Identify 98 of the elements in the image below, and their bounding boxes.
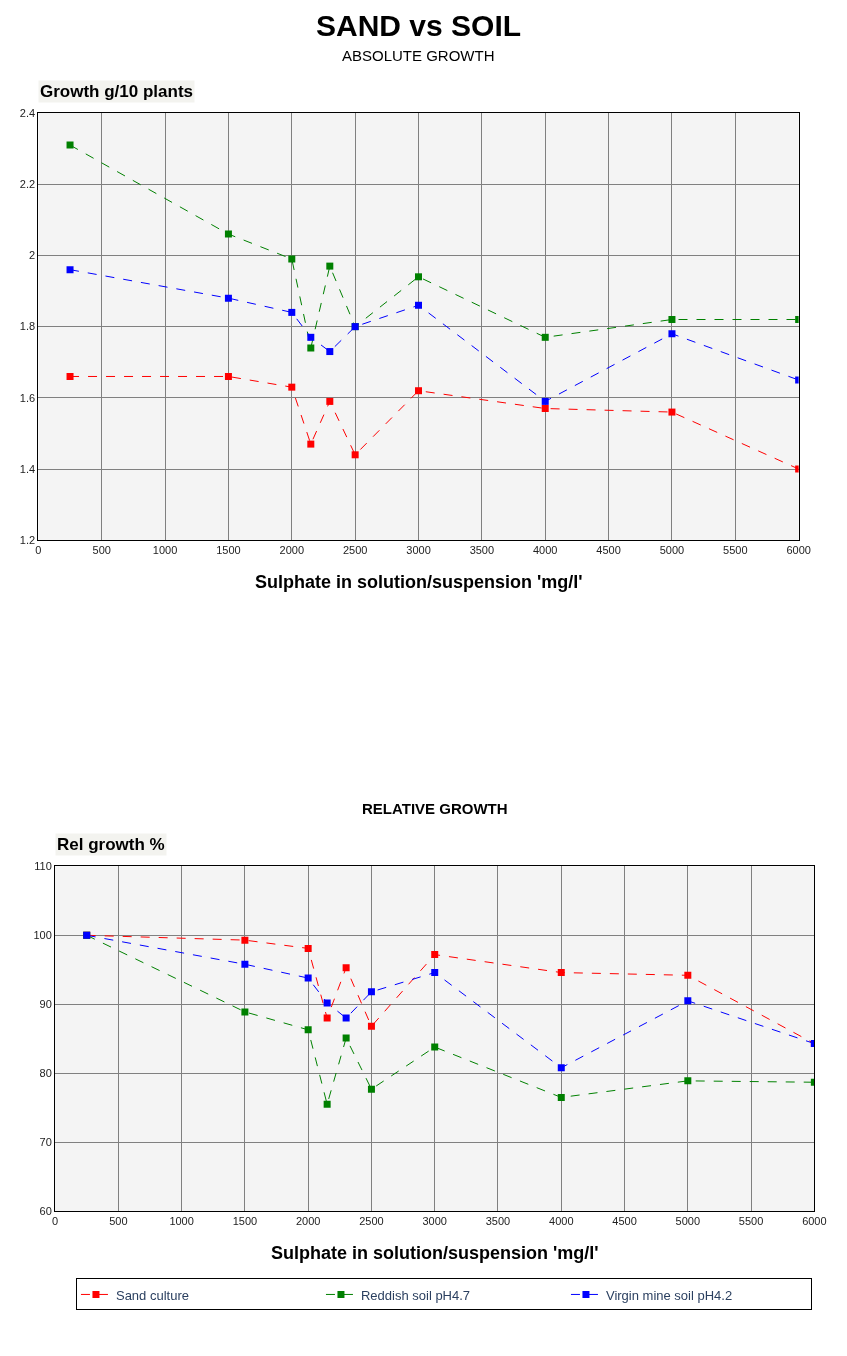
y-tick-label: 80 [39,1067,52,1080]
x-tick-label: 6000 [802,1215,827,1228]
point [351,451,359,459]
point [326,397,334,405]
x-tick-label: 1000 [152,544,178,557]
y-tick-label: 1.8 [19,320,36,333]
x-tick-label: 2000 [295,1215,321,1228]
point [342,964,350,972]
y-tick-label: 2.2 [19,178,36,191]
point [431,969,439,977]
x-tick-label: 4000 [532,544,558,557]
point [66,141,74,149]
x-tick-label: 2500 [359,1215,384,1228]
x-tick-label: 6000 [786,544,811,557]
point [415,301,423,309]
x-tick-label: 4500 [596,544,621,557]
y-axis-title: Growth g/10 plants [40,82,194,101]
legend-label: Virgin mine soil pH4.2 [605,1287,733,1303]
point [288,383,296,391]
point [668,316,676,324]
point [288,255,296,263]
point [323,1014,331,1022]
point [557,1064,565,1072]
y-tick-label: 2.4 [19,106,36,119]
y-tick-label: 60 [39,1205,52,1218]
x-tick-label: 3000 [406,544,431,557]
x-tick-label: 2500 [342,544,368,557]
point [668,408,676,416]
x-tick-label: 5000 [659,544,685,557]
point [304,1026,312,1034]
point [307,333,315,341]
x-tick-label: 0 [52,1215,59,1228]
point [304,974,312,982]
x-tick-label: 1500 [232,1215,258,1228]
point [367,1022,375,1030]
x-tick-label: 0 [35,544,42,557]
point [224,372,232,380]
point [415,273,423,281]
point [541,333,549,341]
x-tick-label: 3000 [422,1215,447,1228]
point [557,1093,565,1101]
point [307,440,315,448]
point [241,960,249,968]
y-tick-label: 70 [39,1136,52,1149]
x-tick-label: 500 [92,544,111,557]
point [557,969,565,977]
x-tick-label: 4500 [612,1215,637,1228]
point [326,348,334,356]
x-tick-label: 5500 [738,1215,764,1228]
point [668,330,676,338]
y-axis-title: Rel growth % [57,835,165,854]
y-tick-label: 1.4 [19,462,36,475]
x-tick-label: 3500 [469,544,495,557]
chart-title: SAND vs SOIL [316,9,522,42]
point [288,308,296,316]
x-tick-label: 1500 [216,544,241,557]
x-tick-label: 1000 [169,1215,194,1228]
point [224,294,232,302]
y-tick-label: 1.2 [19,534,36,547]
point [307,344,315,352]
point [684,1077,692,1085]
point [342,1034,350,1042]
point [342,1014,350,1022]
point [241,936,249,944]
point [684,997,692,1005]
y-tick-label: 2 [29,249,36,262]
point [241,1008,249,1016]
point [367,988,375,996]
point [323,1100,331,1108]
x-tick-label: 5000 [675,1215,701,1228]
point [431,951,439,959]
x-axis-title: Sulphate in solution/suspension 'mg/l' [271,1243,599,1263]
chart-title: RELATIVE GROWTH [362,800,508,817]
point [224,230,232,238]
y-tick-label: 110 [34,860,52,873]
x-tick-label: 5500 [723,544,748,557]
x-tick-label: 2000 [279,544,305,557]
chart-subtitle: ABSOLUTE GROWTH [342,47,495,64]
x-tick-label: 500 [109,1215,128,1228]
y-tick-label: 1.6 [19,391,36,404]
x-tick-label: 3500 [485,1215,511,1228]
point [66,372,74,380]
point [541,397,549,405]
point [66,266,74,274]
point [431,1043,439,1051]
legend-label: Sand culture [115,1287,189,1303]
point [367,1085,375,1093]
point [684,971,692,979]
x-tick-label: 4000 [549,1215,574,1228]
legend-label: Reddish soil pH4.7 [360,1287,471,1303]
point [323,999,331,1007]
y-tick-label: 100 [33,929,52,942]
point [415,387,423,395]
point [304,944,312,952]
x-axis-title: Sulphate in solution/suspension 'mg/l' [255,572,583,592]
y-tick-label: 90 [39,998,52,1011]
point [326,262,334,270]
point [541,405,549,413]
